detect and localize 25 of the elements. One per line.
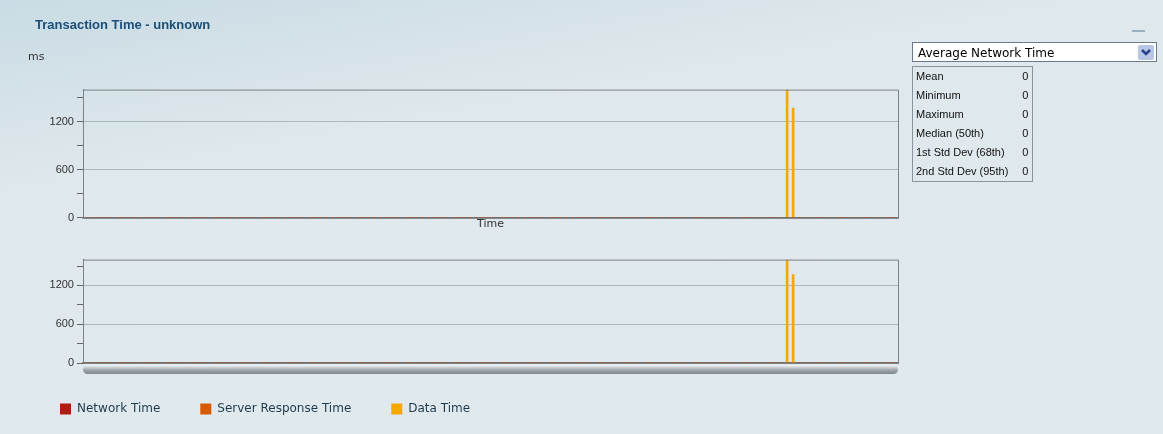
legend-label: Network Time bbox=[77, 401, 161, 416]
legend-label: Server Response Time bbox=[217, 401, 352, 416]
x-axis-title: Time bbox=[476, 217, 505, 231]
y-tick-label: 600 bbox=[55, 317, 74, 330]
legend-label: Data Time bbox=[408, 401, 471, 416]
y-tick-label: 0 bbox=[67, 356, 74, 369]
category-label: 2nd Std Dev (95th) bbox=[915, 164, 1010, 179]
category-label: Mean bbox=[915, 69, 945, 84]
data-label: 0 bbox=[1021, 88, 1030, 103]
text: Average Network Time bbox=[912, 42, 1157, 62]
y-tick-label: 600 bbox=[55, 162, 74, 175]
data-label: 0 bbox=[1021, 164, 1030, 179]
y-tick-label: 1200 bbox=[49, 278, 74, 291]
category-label: 1st Std Dev (68th) bbox=[915, 145, 1006, 160]
category-label: Maximum bbox=[915, 107, 965, 122]
y-tick-label: 0 bbox=[67, 210, 74, 223]
data-label: 0 bbox=[1021, 69, 1030, 84]
category-label: Median (50th) bbox=[915, 126, 985, 141]
data-label: 0 bbox=[1021, 107, 1030, 122]
y-axis-title: ms bbox=[28, 50, 45, 63]
category-label: Minimum bbox=[915, 88, 962, 103]
data-label: 0 bbox=[1021, 145, 1030, 160]
y-tick-label: 1200 bbox=[49, 114, 74, 127]
data-label: 0 bbox=[1021, 126, 1030, 141]
chart-title: Transaction Time - unknown bbox=[35, 17, 211, 32]
